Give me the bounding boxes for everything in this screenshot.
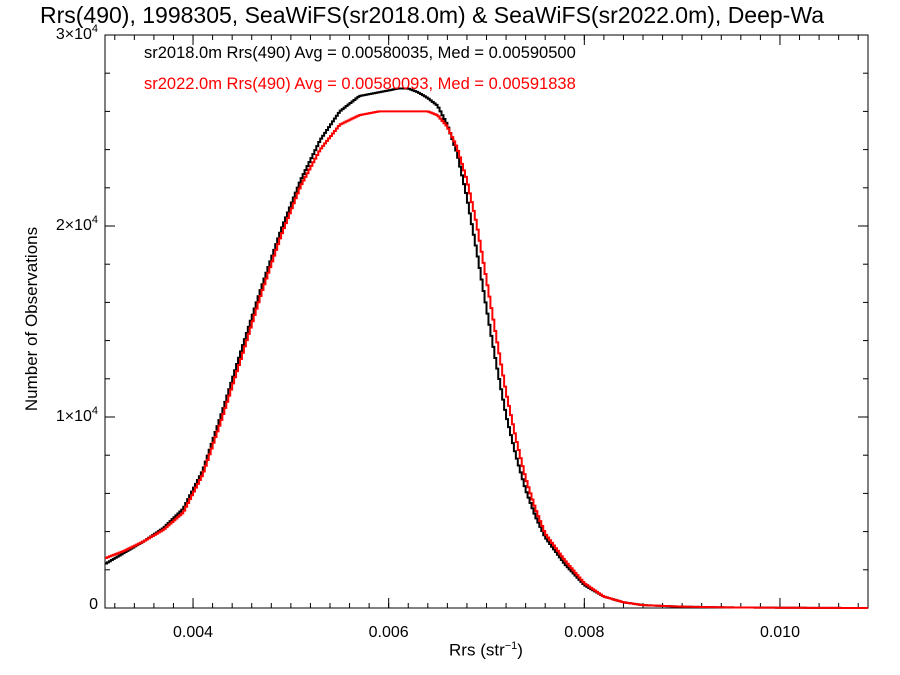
data-series: [105, 87, 868, 609]
x-tick-label: 0.004: [173, 624, 213, 641]
x-axis-label-base: Rrs (str: [449, 640, 505, 660]
x-tick-label: 0.008: [564, 624, 604, 641]
x-axis-label-close: ): [517, 640, 523, 660]
chart-title: Rrs(490), 1998305, SeaWiFS(sr2018.0m) & …: [40, 2, 824, 28]
y-tick-label: 0: [89, 596, 98, 613]
legend-entry-sr2018: sr2018.0m Rrs(490) Avg = 0.00580035, Med…: [144, 44, 576, 62]
y-tick-label: 1×104: [55, 405, 98, 425]
series-line-sr2018.0m: [105, 87, 868, 609]
legend-entry-sr2022: sr2022.0m Rrs(490) Avg = 0.00580093, Med…: [144, 75, 576, 93]
y-tick-label: 3×104: [55, 23, 98, 43]
y-axis-label: Number of Observations: [22, 226, 41, 412]
plot-frame: [104, 34, 869, 609]
x-axis-label-exponent: −1: [504, 640, 518, 652]
x-tick-label: 0.010: [760, 624, 800, 641]
x-tick-label: 0.006: [369, 624, 409, 641]
x-axis-label: Rrs (str−1): [449, 640, 523, 661]
y-tick-label: 2×104: [55, 214, 98, 234]
series-line-sr2022.0m: [105, 110, 868, 609]
axes: 0.004 0.006 0.008 0.010: [104, 34, 869, 641]
